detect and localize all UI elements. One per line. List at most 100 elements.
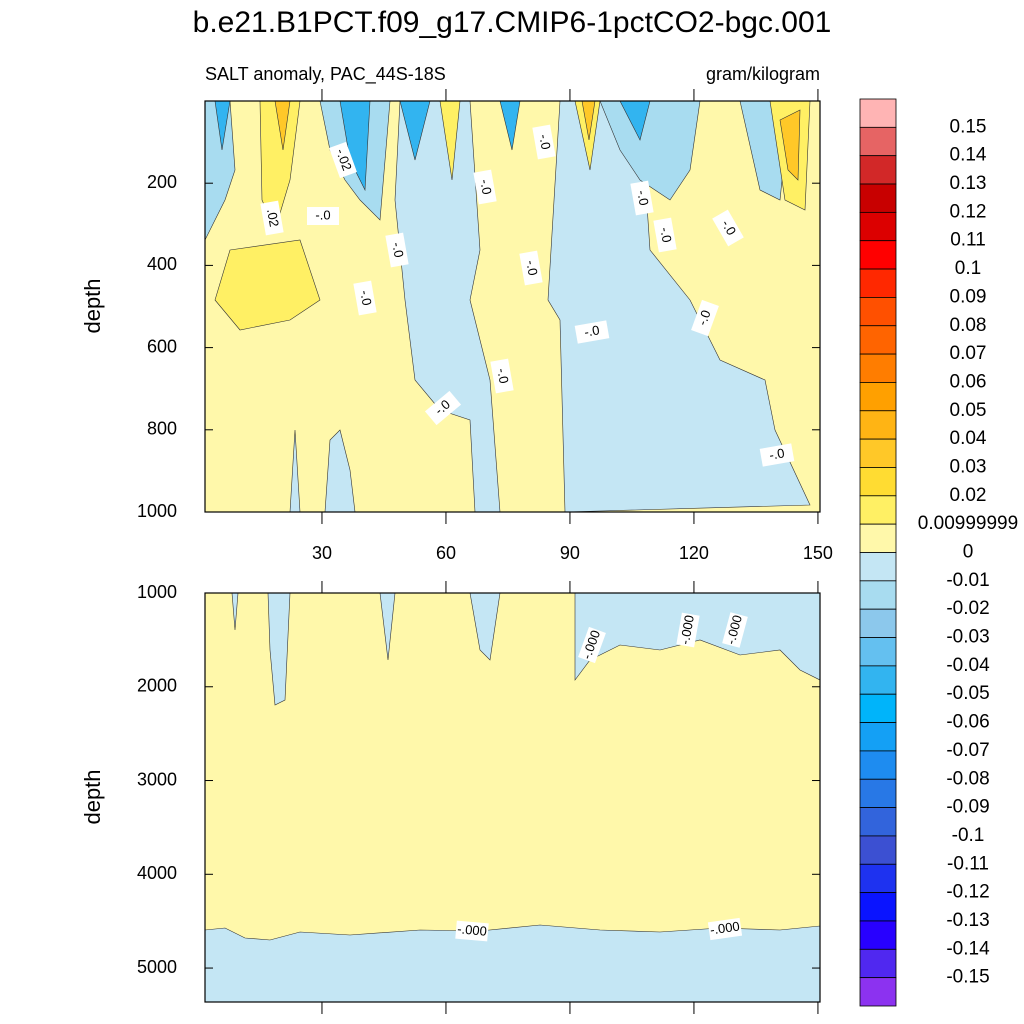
colorbar-box <box>859 382 897 412</box>
colorbar-label: 0.14 <box>950 145 987 166</box>
contour-label-bg <box>574 320 610 344</box>
panel-bottom <box>204 592 821 1003</box>
x-tick-label: 150 <box>803 543 833 563</box>
colorbar-label: 0.09 <box>950 286 987 307</box>
colorbar-label: 0.13 <box>950 173 987 194</box>
contour-label: -.000 <box>722 612 748 648</box>
colorbar-box <box>859 325 897 355</box>
contour-label-text: -.000 <box>709 918 740 937</box>
colorbar-label: 0.00999999 <box>918 513 1018 534</box>
contour-label: -.0 <box>574 320 610 344</box>
colorbar-box <box>859 807 897 837</box>
contour-fill <box>289 429 356 512</box>
contour-label: -.0 <box>353 280 377 316</box>
colorbar-label: -0.08 <box>946 768 989 789</box>
colorbar-box <box>859 552 897 582</box>
colorbar-box <box>859 637 897 667</box>
contour-label: -.000 <box>707 917 743 941</box>
contour-label: -.0 <box>712 209 744 247</box>
y-tick-label: 1000 <box>137 501 177 521</box>
colorbar-label: 0.12 <box>950 201 987 222</box>
contour-label-text: -.000 <box>723 613 745 646</box>
colorbar-label: 0.02 <box>950 485 987 506</box>
contour-label: -.0 <box>424 390 462 426</box>
y-axis-label: depth <box>80 769 105 824</box>
colorbar-box <box>859 495 897 525</box>
contour-label: .02 <box>260 200 284 236</box>
contour-label: -.0 <box>307 207 339 225</box>
colorbar-label: -0.15 <box>946 967 989 988</box>
contour-label-bg <box>473 169 497 205</box>
contour-label-text: -.0 <box>719 217 740 238</box>
colorbar-box <box>859 211 897 242</box>
colorbar-label: -0.12 <box>946 882 989 903</box>
colorbar-box <box>859 835 897 865</box>
chart-title: b.e21.B1PCT.f09_g17.CMIP6-1pctCO2-bgc.00… <box>193 6 832 39</box>
y-tick-label: 1000 <box>137 582 177 602</box>
colorbar-label: 0.06 <box>950 371 987 392</box>
contour-fill <box>214 101 651 192</box>
y-tick-label: 4000 <box>137 863 177 883</box>
y-tick-label: 5000 <box>137 957 177 977</box>
contour-label: -.0 <box>759 443 795 467</box>
colorbar-label: 0.15 <box>950 116 987 137</box>
contour-label: -.02 <box>329 141 357 179</box>
contour-label-text: -.000 <box>457 921 488 939</box>
colorbar-box <box>859 467 897 497</box>
contour-fill <box>231 593 820 706</box>
contour-label: -.0 <box>532 124 556 160</box>
contour-label-bg <box>353 280 377 316</box>
colorbar-box <box>859 240 897 270</box>
colorbar-label: -0.05 <box>946 683 989 704</box>
contour-label-text: -.0 <box>357 289 374 307</box>
contour-fill <box>547 101 811 512</box>
contour-label: -.0 <box>473 169 497 205</box>
colorbar-box <box>859 523 897 553</box>
colorbar-box <box>859 353 897 383</box>
contour-label-text: -.000 <box>677 614 697 646</box>
colorbar-label: -0.07 <box>946 740 989 761</box>
colorbar-box <box>859 438 897 468</box>
colorbar-label: 0.11 <box>950 230 986 251</box>
contour-label: -.000 <box>578 626 606 664</box>
colorbar-box <box>859 580 897 610</box>
contour-label-bg <box>260 200 284 236</box>
colorbar-label: 0.03 <box>950 456 987 477</box>
contour-label-bg <box>490 358 514 394</box>
contour-label-text: -.0 <box>768 445 786 462</box>
contour-label-text: -.0 <box>315 207 330 222</box>
colorbar-label: -0.06 <box>946 712 989 733</box>
contour-label-text: -.0 <box>634 189 651 207</box>
panel-top <box>204 100 821 513</box>
contour-label-bg <box>578 626 606 664</box>
contour-label-bg <box>759 443 795 467</box>
contour-fill <box>394 101 501 512</box>
x-tick-label: 90 <box>560 543 580 563</box>
colorbar-label: 0.04 <box>950 428 987 449</box>
y-tick-label: 3000 <box>137 769 177 789</box>
colorbar-label: -0.14 <box>946 938 990 959</box>
colorbar-box <box>859 892 897 922</box>
colorbar-box <box>859 750 897 780</box>
y-tick-label: 2000 <box>137 676 177 696</box>
colorbar-label: -0.09 <box>946 797 989 818</box>
colorbar-label: -0.03 <box>946 627 989 648</box>
colorbar-label: -0.04 <box>946 655 990 676</box>
contour-label-text: -.0 <box>657 226 674 244</box>
colorbar-box <box>859 155 897 185</box>
contour-label-bg <box>385 232 409 268</box>
colorbar-box <box>859 778 897 808</box>
contour-label-text: -.0 <box>694 308 713 327</box>
colorbar-box <box>859 98 897 128</box>
contour-label-bg <box>712 209 744 247</box>
colorbar-box <box>859 268 897 298</box>
contour-label-bg <box>519 250 543 286</box>
contour-fill <box>205 924 820 1002</box>
colorbar-box <box>859 665 897 695</box>
colorbar-label: 0.1 <box>955 258 981 279</box>
contour-label-text: .02 <box>264 208 282 228</box>
colorbar-box <box>859 977 897 1007</box>
colorbar-box <box>859 608 897 638</box>
colorbar: 0.15 0.14 0.13 0.12 0.11 0.1 0.09 0.08 0.07 0.06 0… <box>859 98 1018 1007</box>
